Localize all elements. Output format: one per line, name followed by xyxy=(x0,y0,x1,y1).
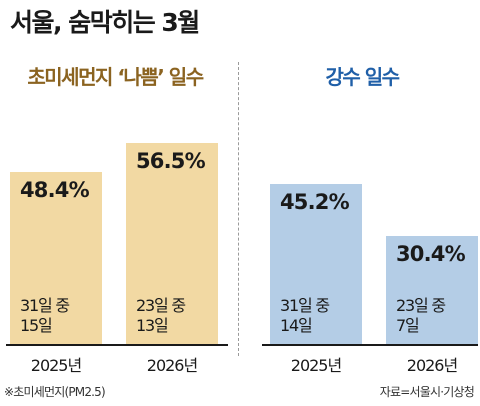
dust-day-count-total-0: 31일 중 xyxy=(20,296,70,315)
rain-bar-1: 30.4% 23일 중 7일 xyxy=(386,236,478,344)
dust-year-label-1: 2026년 xyxy=(146,356,198,375)
dust-bar-1: 56.5% 23일 중 13일 xyxy=(126,143,218,344)
rain-bar-0: 45.2% 31일 중 14일 xyxy=(270,184,362,344)
rain-day-count-1: 23일 중 7일 xyxy=(396,296,446,336)
dust-day-count-1: 23일 중 13일 xyxy=(136,296,186,336)
panel-divider xyxy=(238,62,239,356)
dust-baseline xyxy=(6,344,228,346)
dust-panel-title: 초미세먼지 ‘나쁨’ 일수 xyxy=(27,65,204,89)
footnote: ※초미세먼지(PM2.5) xyxy=(4,385,106,399)
rain-day-count-total-0: 31일 중 xyxy=(280,296,330,315)
rain-day-count-0: 31일 중 14일 xyxy=(280,296,330,336)
dust-bar-0: 48.4% 31일 중 15일 xyxy=(10,172,102,344)
rain-day-count-total-1: 23일 중 xyxy=(396,296,446,315)
dust-year-label-0: 2025년 xyxy=(30,356,82,375)
rain-value-label-1: 30.4% xyxy=(396,242,466,266)
rain-year-label-0: 2025년 xyxy=(290,356,342,375)
dust-value-label-0: 48.4% xyxy=(20,178,90,202)
rain-year-label-1: 2026년 xyxy=(406,356,458,375)
dust-day-count-total-1: 23일 중 xyxy=(136,296,186,315)
dust-day-count-days-1: 13일 xyxy=(136,316,169,335)
rain-panel-title: 강수 일수 xyxy=(325,65,400,89)
rain-day-count-days-1: 7일 xyxy=(396,316,420,335)
dust-day-count-days-0: 15일 xyxy=(20,316,53,335)
rain-baseline xyxy=(262,344,478,346)
source-note: 자료=서울시·기상청 xyxy=(379,385,475,399)
rain-day-count-days-0: 14일 xyxy=(280,316,313,335)
dust-value-label-1: 56.5% xyxy=(136,149,206,173)
chart-title: 서울, 숨막히는 3월 xyxy=(10,8,200,37)
dust-day-count-0: 31일 중 15일 xyxy=(20,296,70,336)
rain-value-label-0: 45.2% xyxy=(280,190,350,214)
